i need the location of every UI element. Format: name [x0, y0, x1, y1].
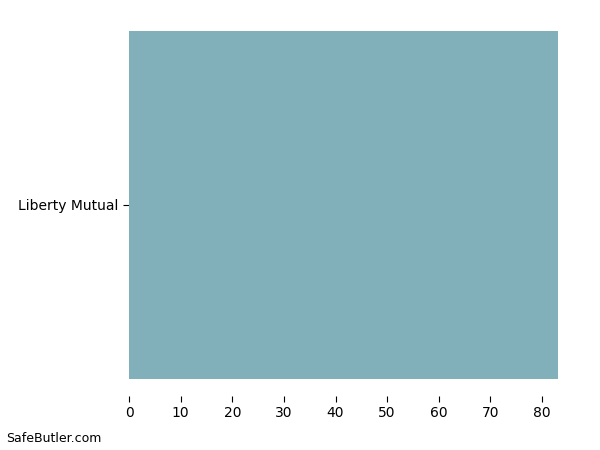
- Text: SafeButler.com: SafeButler.com: [6, 432, 101, 446]
